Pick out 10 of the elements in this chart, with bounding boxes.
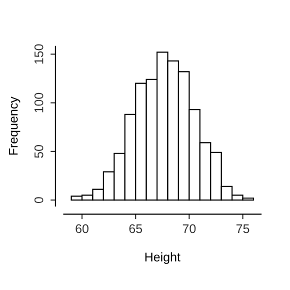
x-tick-label: 65 [129, 224, 142, 234]
y-tick-label: 150 [34, 44, 44, 64]
y-axis-title: Frequency [9, 96, 20, 155]
y-tick-label: 0 [34, 197, 44, 204]
y-tick-label: 50 [34, 144, 44, 158]
x-tick-label: 75 [236, 224, 250, 234]
y-tick-label: 100 [34, 92, 44, 112]
x-tick-label: 70 [182, 224, 196, 234]
x-axis-title: Height [145, 252, 180, 264]
x-tick-label: 60 [76, 224, 88, 234]
